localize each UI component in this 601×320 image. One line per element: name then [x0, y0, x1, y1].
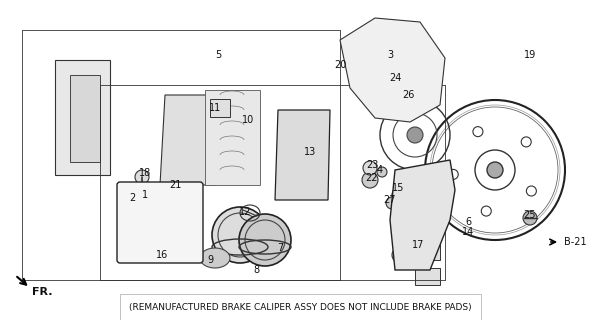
- Ellipse shape: [363, 161, 377, 175]
- Text: 1: 1: [142, 190, 148, 200]
- Polygon shape: [415, 268, 440, 285]
- Text: 4: 4: [377, 165, 383, 175]
- Text: 16: 16: [156, 250, 168, 260]
- Ellipse shape: [169, 182, 181, 194]
- Ellipse shape: [212, 207, 268, 263]
- Text: 5: 5: [215, 50, 221, 60]
- Ellipse shape: [395, 187, 409, 197]
- Ellipse shape: [407, 127, 423, 143]
- Ellipse shape: [377, 167, 387, 177]
- Text: FR.: FR.: [32, 287, 52, 297]
- Text: 7: 7: [277, 243, 283, 253]
- Text: 3: 3: [387, 50, 393, 60]
- Ellipse shape: [155, 250, 169, 260]
- Ellipse shape: [127, 195, 137, 205]
- Text: 24: 24: [389, 73, 401, 83]
- Text: 2: 2: [129, 193, 135, 203]
- Ellipse shape: [386, 197, 398, 209]
- Text: 27: 27: [384, 195, 396, 205]
- Text: 23: 23: [366, 160, 378, 170]
- Ellipse shape: [395, 247, 409, 257]
- Ellipse shape: [523, 211, 537, 225]
- Text: 17: 17: [412, 240, 424, 250]
- Text: 11: 11: [209, 103, 221, 113]
- Text: 25: 25: [523, 210, 536, 220]
- Ellipse shape: [487, 162, 503, 178]
- Text: 9: 9: [207, 255, 213, 265]
- Ellipse shape: [135, 170, 149, 184]
- Text: 15: 15: [392, 183, 404, 193]
- Text: 12: 12: [239, 207, 251, 217]
- Ellipse shape: [200, 248, 230, 268]
- Bar: [210, 99, 230, 117]
- Polygon shape: [390, 160, 455, 270]
- Ellipse shape: [239, 214, 291, 266]
- Text: 6: 6: [465, 217, 471, 227]
- Text: B-21: B-21: [564, 237, 587, 247]
- Ellipse shape: [392, 247, 408, 263]
- Polygon shape: [70, 75, 100, 162]
- Text: 18: 18: [139, 168, 151, 178]
- Text: 19: 19: [524, 50, 536, 60]
- Text: 22: 22: [366, 173, 378, 183]
- Text: 21: 21: [169, 180, 181, 190]
- Ellipse shape: [144, 209, 152, 217]
- Polygon shape: [275, 110, 330, 200]
- Polygon shape: [55, 60, 110, 175]
- Ellipse shape: [392, 187, 408, 203]
- Ellipse shape: [144, 196, 152, 204]
- Polygon shape: [415, 240, 440, 260]
- Text: 8: 8: [253, 265, 259, 275]
- Polygon shape: [205, 90, 260, 185]
- Text: 13: 13: [304, 147, 316, 157]
- Ellipse shape: [127, 208, 137, 218]
- Text: 14: 14: [462, 227, 474, 237]
- Text: 20: 20: [334, 60, 346, 70]
- Polygon shape: [160, 95, 220, 185]
- Text: 26: 26: [402, 90, 414, 100]
- Text: (REMANUFACTURED BRAKE CALIPER ASSY DOES NOT INCLUDE BRAKE PADS): (REMANUFACTURED BRAKE CALIPER ASSY DOES …: [129, 303, 472, 312]
- Ellipse shape: [362, 172, 378, 188]
- Text: 10: 10: [242, 115, 254, 125]
- Polygon shape: [340, 18, 445, 122]
- FancyBboxPatch shape: [117, 182, 203, 263]
